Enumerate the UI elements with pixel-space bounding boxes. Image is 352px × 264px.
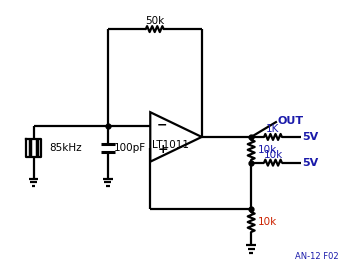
- Text: 100pF: 100pF: [114, 143, 146, 153]
- Text: 5V: 5V: [303, 132, 319, 142]
- Text: 10k: 10k: [258, 217, 277, 227]
- Text: 10k: 10k: [258, 145, 277, 155]
- Text: 10k: 10k: [263, 150, 283, 160]
- Text: 1K: 1K: [266, 124, 279, 134]
- Text: LT1011: LT1011: [152, 140, 189, 150]
- Text: −: −: [157, 118, 168, 131]
- Text: 85kHz: 85kHz: [49, 143, 82, 153]
- Text: 50k: 50k: [145, 16, 164, 26]
- Text: +: +: [157, 143, 168, 156]
- Text: AN-12 F02: AN-12 F02: [295, 252, 338, 261]
- Text: 5V: 5V: [303, 158, 319, 168]
- Text: OUT: OUT: [278, 116, 304, 126]
